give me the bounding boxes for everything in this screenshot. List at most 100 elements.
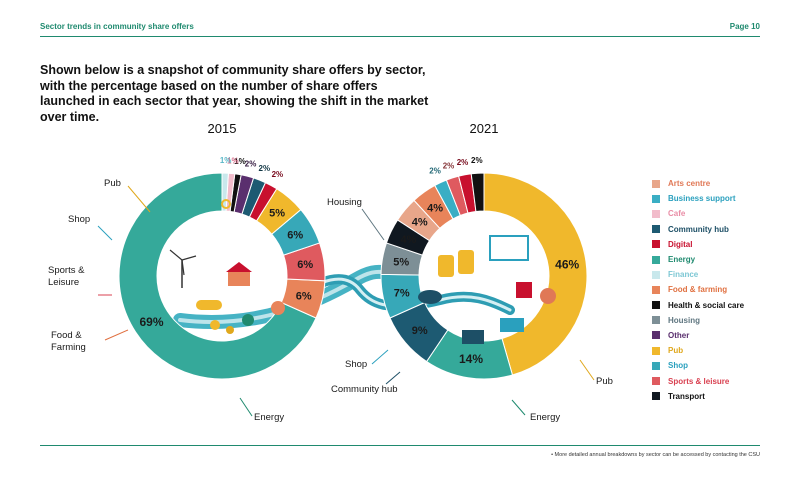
legend-item-finance: Finance (652, 267, 744, 282)
slice-label: 1% (220, 156, 232, 165)
legend-swatch (652, 392, 660, 401)
chart-title-2021: 2021 (470, 121, 499, 136)
callout-label: Shop (68, 214, 90, 225)
slice-2015-energy (118, 172, 317, 380)
slice-label: 46% (555, 257, 579, 271)
callout-label: Community hub (331, 384, 398, 395)
slice-label: 2% (272, 170, 284, 179)
heart-card-icon (516, 282, 532, 298)
legend-label: Pub (668, 346, 684, 356)
callout-label: Shop (345, 359, 367, 370)
slice-label: 1% (234, 157, 246, 166)
legend-item-cafe: Cafe (652, 206, 744, 221)
legend-swatch (652, 240, 660, 249)
legend-swatch (652, 331, 660, 340)
legend-label: Digital (668, 239, 693, 249)
legend-swatch (652, 270, 660, 279)
legend-swatch (652, 377, 660, 386)
section-header: Sector trends in community share offers (40, 22, 194, 31)
footnote: • More detailed annual breakdowns by sec… (551, 452, 760, 458)
crate-icon (196, 300, 222, 310)
legend-label: Health & social care (668, 300, 745, 310)
center-illustration-2021 (418, 235, 556, 344)
fruit-icon (271, 301, 285, 315)
slice-2021-pub (483, 172, 588, 376)
coin-icon (210, 320, 220, 330)
callout-line (579, 359, 595, 381)
center-illustration-2015 (169, 199, 285, 334)
callout-line (239, 397, 253, 417)
car-icon (418, 290, 442, 304)
legend-label: Housing (668, 315, 700, 325)
legend-swatch (652, 316, 660, 325)
legend-label: Cafe (668, 209, 686, 219)
slice-label: 69% (140, 315, 164, 329)
legend-label: Shop (668, 361, 688, 371)
slice-label: 2% (443, 161, 455, 170)
legend-item-sports-and-leisure: Sports & leisure (652, 373, 744, 388)
footer-divider (40, 445, 760, 446)
legend-label: Sports & leisure (668, 376, 730, 386)
slice-label: 7% (394, 288, 410, 300)
page-number: Page 10 (729, 22, 760, 31)
legend-item-other: Other (652, 328, 744, 343)
legend-label: Arts centre (668, 179, 711, 189)
legend: Arts centre Business support Cafe Community… (652, 176, 744, 404)
callout-line (511, 399, 526, 416)
legend-swatch (652, 179, 660, 188)
slice-2021-health-and-social-care (470, 172, 485, 213)
callout-label: Housing (327, 197, 362, 208)
legend-label: Other (668, 330, 690, 340)
legend-swatch (652, 361, 660, 370)
header-divider (40, 36, 760, 37)
slice-label: 2% (259, 164, 271, 173)
beer-glass-icon (438, 255, 454, 277)
callout-label: Energy (254, 412, 284, 423)
sun-icon (221, 199, 231, 209)
legend-label: Food & farming (668, 285, 728, 295)
slice-label: 6% (287, 230, 303, 242)
legend-swatch (652, 301, 660, 310)
callout-line (371, 349, 389, 365)
callout-line (127, 185, 151, 213)
legend-label: Community hub (668, 224, 729, 234)
legend-item-transport: Transport (652, 389, 744, 404)
tree-icon (242, 314, 254, 326)
callout-label: Sports & (48, 265, 85, 276)
legend-item-energy: Energy (652, 252, 744, 267)
chart-title-2015: 2015 (208, 121, 237, 136)
callout-line (97, 225, 113, 241)
callout-label: Pub (104, 178, 121, 189)
slice-label: 4% (400, 234, 416, 246)
slice-label: 4% (427, 203, 443, 215)
donut-2015: 201569%6%6%6%5%2%2%2%1%1%1%PubShopSports… (48, 121, 326, 423)
legend-item-shop: Shop (652, 358, 744, 373)
callout-label: Energy (530, 412, 560, 423)
legend-item-health-and-social-care: Health & social care (652, 298, 744, 313)
legend-label: Transport (668, 391, 705, 401)
monitor-icon (489, 235, 529, 261)
slice-label: 2% (471, 156, 483, 165)
callout-line (385, 371, 401, 385)
slice-label: 5% (393, 257, 409, 269)
legend-item-digital: Digital (652, 237, 744, 252)
legend-swatch (652, 285, 660, 294)
legend-swatch (652, 255, 660, 264)
callout-line (104, 329, 129, 341)
callout-label: Farming (51, 342, 86, 353)
intro-text: Shown below is a snapshot of community s… (40, 63, 429, 124)
legend-item-arts-centre: Arts centre (652, 176, 744, 191)
legend-item-pub: Pub (652, 343, 744, 358)
slice-label: 1% (227, 156, 239, 165)
legend-item-food-and-farming: Food & farming (652, 282, 744, 297)
legend-label: Finance (668, 270, 699, 280)
legend-swatch (652, 225, 660, 234)
legend-swatch (652, 194, 660, 203)
callout-label: Leisure (48, 277, 79, 288)
callout-label: Food & (51, 330, 82, 341)
slice-label: 4% (412, 217, 428, 229)
slice-label: 14% (459, 352, 483, 366)
legend-label: Business support (668, 194, 736, 204)
slice-label: 2% (429, 167, 441, 176)
